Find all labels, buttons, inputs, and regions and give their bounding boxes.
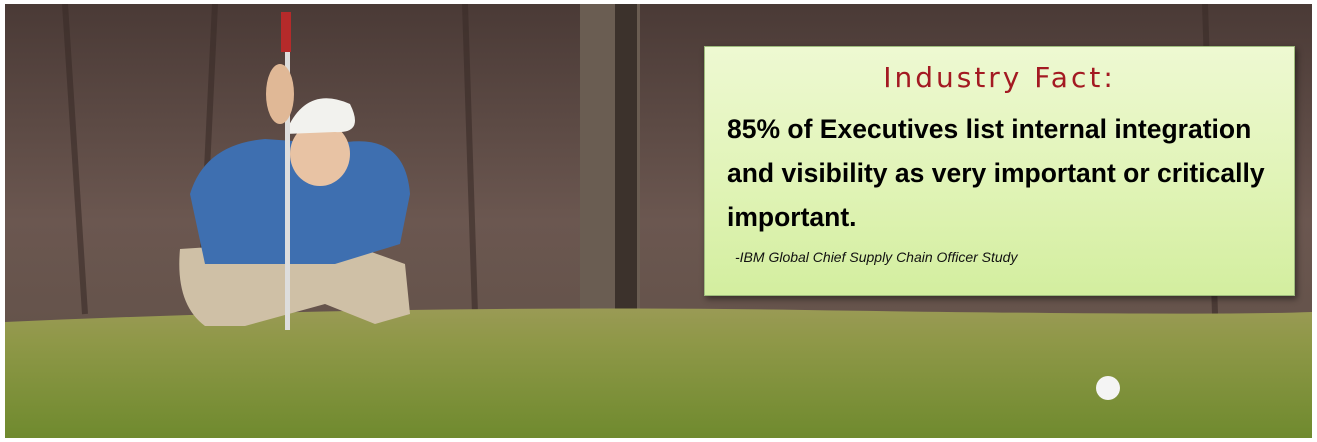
fact-callout: Industry Fact: 85% of Executives list in… xyxy=(704,46,1295,296)
callout-source: -IBM Global Chief Supply Chain Officer S… xyxy=(735,249,1018,265)
callout-body: 85% of Executives list internal integrat… xyxy=(727,114,1265,232)
callout-heading: Industry Fact: xyxy=(883,61,1116,94)
